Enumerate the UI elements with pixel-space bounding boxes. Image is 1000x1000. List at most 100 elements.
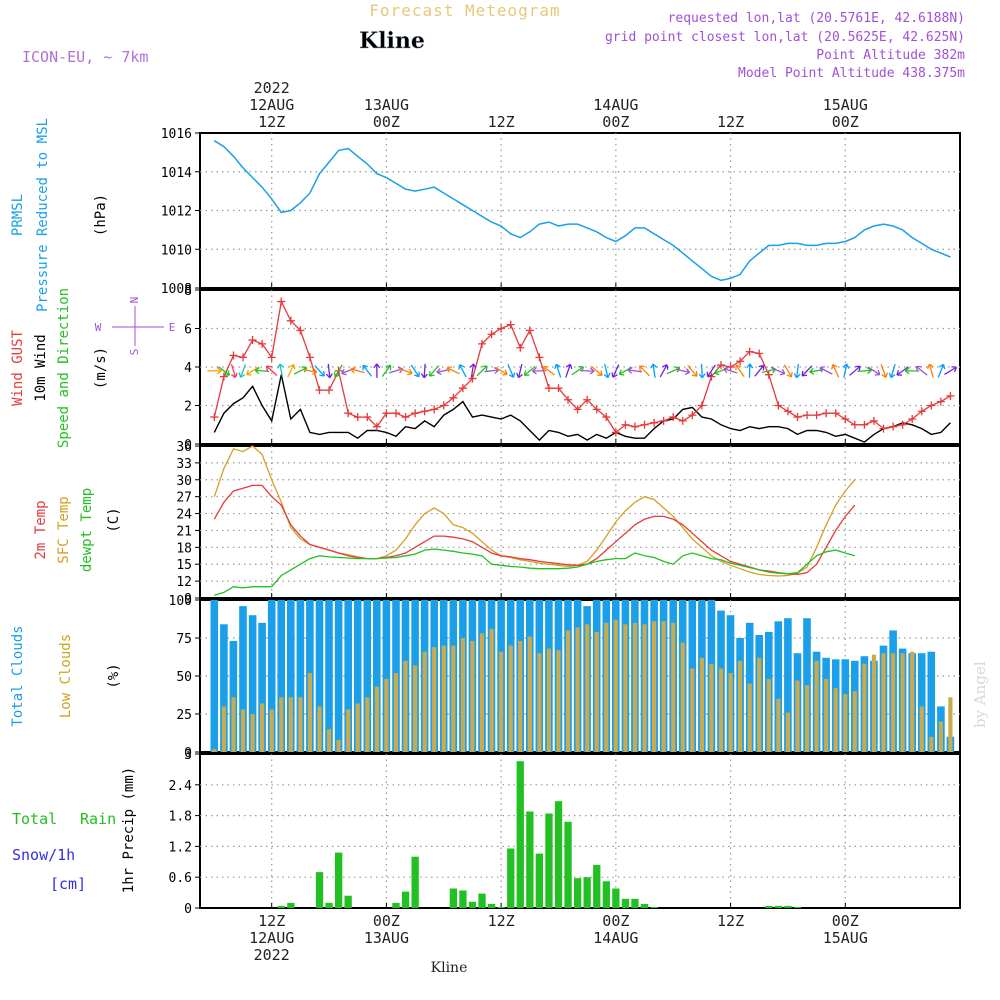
wind-arrow-head [627, 366, 633, 374]
wind-speed-line [213, 374, 951, 443]
gust-marker [516, 343, 525, 352]
precip-bar [621, 898, 630, 908]
wind-arrow [611, 364, 620, 378]
gust-marker [774, 401, 783, 410]
precip-bar [526, 811, 534, 908]
precip-bar [535, 853, 543, 908]
pressure-labels: PRMSL Pressure Reduced to MSL (hPa) [10, 118, 109, 312]
wind-arrow-head [698, 373, 706, 379]
wind-arrow [735, 364, 745, 377]
label-dewpt-temp: dewpt Temp [79, 488, 95, 572]
wind-arrow [381, 364, 392, 377]
wind-arrow-head [238, 372, 246, 378]
wind-arrow-head [779, 368, 786, 376]
wind-arrow-head [915, 365, 922, 372]
wind-arrow-head [420, 373, 428, 379]
ytick-label: 1010 [161, 243, 192, 258]
wind-arrow-shaft [832, 364, 840, 378]
ytick-label: 25 [176, 708, 192, 723]
low-cloud-bar [738, 660, 743, 752]
low-cloud-bar [862, 663, 867, 752]
wind-arrow [831, 363, 840, 378]
low-cloud-bar [852, 691, 857, 752]
ytick-label: 0 [184, 438, 192, 453]
wind-arrow-shaft [849, 365, 861, 376]
wind-arrow [638, 365, 650, 377]
bottom-axis-label: 12Z [488, 912, 515, 930]
wind-arrow-head [319, 370, 325, 377]
wind-arrow [849, 365, 861, 376]
wind-arrow-head [662, 364, 669, 370]
wind-arrow [590, 365, 603, 376]
gust-marker [401, 413, 410, 422]
gust-marker [286, 316, 295, 325]
low-cloud-bar [785, 712, 790, 752]
wind-arrow-shaft [217, 366, 230, 376]
gust-marker [659, 416, 668, 425]
low-cloud-bar [814, 660, 819, 752]
precip-bar [335, 852, 343, 908]
gust-marker [363, 413, 372, 422]
wind-arrow-shaft [706, 364, 716, 378]
wind-arrow-head [874, 369, 881, 376]
wind-arrow [937, 363, 946, 378]
wind-arrow [771, 367, 786, 376]
pressure-line [213, 140, 951, 282]
precip-bar [593, 864, 601, 908]
precip-bar [650, 907, 658, 908]
gust-marker [602, 413, 611, 422]
wind-arrow [341, 367, 355, 376]
low-cloud-bar [833, 688, 838, 752]
wind-arrow-head [904, 367, 910, 375]
top-axis-label: 12AUG [249, 96, 294, 114]
total-cloud-bar [229, 641, 238, 752]
wind-arrow [217, 366, 231, 376]
wind-arrow [410, 364, 420, 378]
wind-arrow-head [881, 372, 888, 378]
wind-arrow [265, 365, 278, 377]
wind-arrow [944, 366, 958, 376]
wind-arrow-head [896, 369, 902, 376]
gust-marker [736, 357, 745, 366]
wind-arrow-head [786, 371, 793, 378]
wind-arrow-shaft [639, 365, 650, 377]
bottom-axis-label: 12Z [258, 912, 285, 930]
low-cloud-bar [403, 660, 408, 752]
total-cloud-bar [296, 600, 305, 752]
wind-arrow [857, 367, 872, 375]
ytick-label: 1.8 [169, 810, 192, 825]
total-cloud-bar [784, 618, 792, 752]
gust-marker [458, 384, 467, 393]
top-axis-label: 00Z [373, 113, 400, 131]
top-axis-label: 2022 [254, 79, 290, 97]
low-cloud-bar [527, 636, 532, 752]
gust-marker [344, 409, 353, 418]
wind-arrow-shaft [398, 367, 413, 374]
ytick-label: 21 [176, 524, 192, 539]
wind-arrow [627, 366, 642, 374]
wind-arrow-head [385, 364, 392, 371]
wind-arrow-head [684, 368, 691, 376]
gust-marker [219, 372, 228, 381]
wind-arrow [801, 365, 813, 377]
wind-arrow-head [216, 367, 222, 375]
wind-arrow-shaft [915, 366, 928, 376]
low-cloud-bar [317, 706, 322, 752]
wind-labels: Wind GUST 10m Wind Speed and Direction (… [10, 288, 175, 448]
ytick-label: 1016 [161, 127, 192, 142]
low-cloud-bar [575, 627, 580, 752]
wind-arrow-shaft [819, 366, 833, 375]
wind-arrow [373, 363, 381, 378]
gust-marker [382, 409, 391, 418]
gust-marker [468, 374, 477, 383]
requested-coords: requested lon,lat (20.5761E, 42.6188N) [668, 11, 965, 26]
wind-arrow [302, 367, 318, 375]
low-cloud-bar [632, 622, 638, 752]
wind-arrow-head [362, 364, 368, 371]
ytick-label: 0 [184, 746, 192, 761]
wind-arrow-head [842, 363, 850, 369]
wind-arrow-shaft [571, 366, 584, 376]
precip-bar [545, 813, 553, 908]
total-cloud-bar [373, 600, 381, 752]
